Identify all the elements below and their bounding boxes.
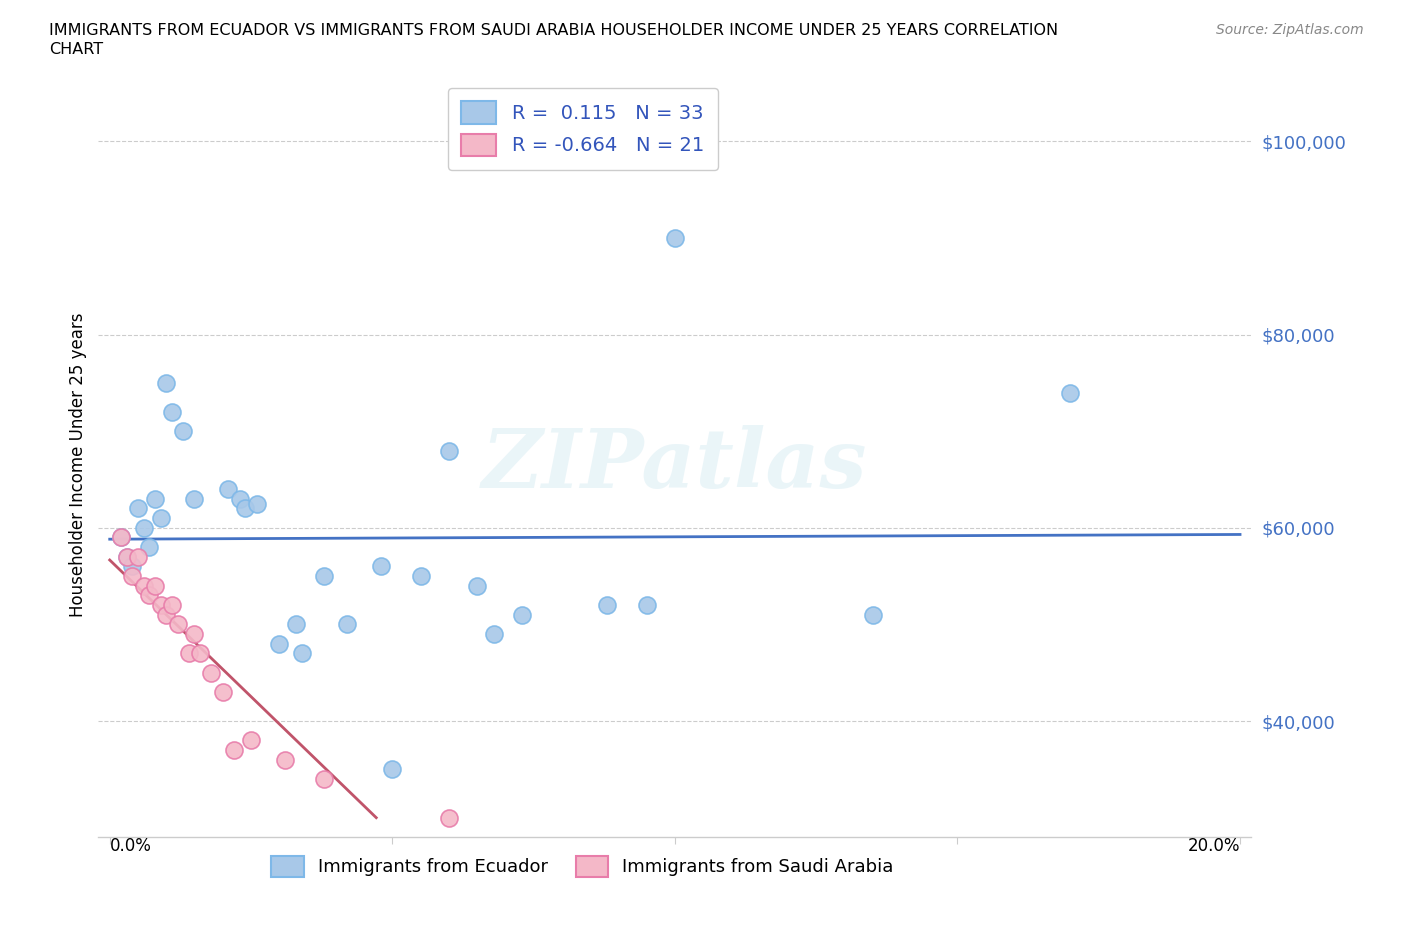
Point: [172, 424, 194, 439]
Point: [138, 539, 160, 554]
Text: ZIPatlas: ZIPatlas: [482, 425, 868, 505]
Point: [246, 497, 269, 512]
Point: [862, 607, 884, 622]
Point: [183, 627, 205, 642]
Point: [222, 742, 245, 757]
Legend: Immigrants from Ecuador, Immigrants from Saudi Arabia: Immigrants from Ecuador, Immigrants from…: [264, 848, 901, 884]
Text: IMMIGRANTS FROM ECUADOR VS IMMIGRANTS FROM SAUDI ARABIA HOUSEHOLDER INCOME UNDER: IMMIGRANTS FROM ECUADOR VS IMMIGRANTS FR…: [49, 23, 1059, 38]
Point: [437, 810, 460, 825]
Point: [177, 646, 200, 661]
Y-axis label: Householder Income Under 25 years: Householder Income Under 25 years: [69, 312, 87, 618]
Point: [664, 231, 686, 246]
Point: [285, 617, 308, 631]
Point: [314, 772, 336, 787]
Point: [1059, 385, 1081, 400]
Point: [381, 762, 404, 777]
Point: [200, 665, 222, 680]
Point: [115, 550, 138, 565]
Point: [160, 405, 183, 419]
Point: [155, 376, 177, 391]
Point: [115, 550, 138, 565]
Point: [437, 443, 460, 458]
Point: [240, 733, 263, 748]
Point: [291, 646, 314, 661]
Point: [274, 752, 297, 767]
Point: [110, 530, 132, 545]
Point: [138, 588, 160, 603]
Point: [160, 598, 183, 613]
Text: 20.0%: 20.0%: [1188, 837, 1240, 855]
Point: [228, 491, 250, 506]
Point: [409, 568, 432, 583]
Point: [183, 491, 205, 506]
Point: [121, 559, 143, 574]
Point: [510, 607, 533, 622]
Point: [217, 482, 239, 497]
Point: [132, 521, 155, 536]
Point: [235, 501, 257, 516]
Point: [211, 684, 233, 699]
Point: [166, 617, 188, 631]
Point: [149, 511, 172, 525]
Point: [596, 598, 619, 613]
Text: CHART: CHART: [49, 42, 103, 57]
Point: [143, 491, 166, 506]
Point: [127, 550, 149, 565]
Point: [314, 568, 336, 583]
Point: [127, 501, 149, 516]
Point: [269, 636, 291, 651]
Point: [465, 578, 488, 593]
Point: [636, 598, 658, 613]
Point: [132, 578, 155, 593]
Point: [370, 559, 392, 574]
Point: [110, 530, 132, 545]
Point: [149, 598, 172, 613]
Text: Source: ZipAtlas.com: Source: ZipAtlas.com: [1216, 23, 1364, 37]
Text: 0.0%: 0.0%: [110, 837, 152, 855]
Point: [121, 568, 143, 583]
Point: [336, 617, 359, 631]
Point: [482, 627, 505, 642]
Point: [155, 607, 177, 622]
Point: [143, 578, 166, 593]
Point: [188, 646, 211, 661]
